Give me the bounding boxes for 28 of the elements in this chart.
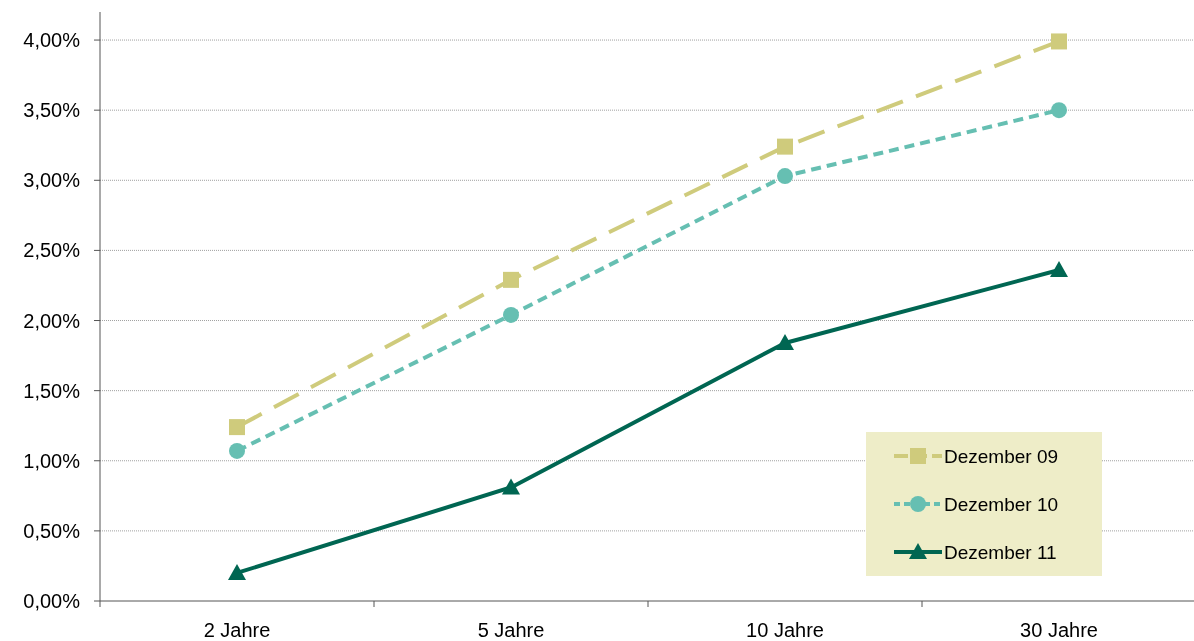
point [228, 563, 246, 580]
y-tick-label: 1,50% [23, 379, 81, 402]
x-tick-label: 5 Jahre [477, 619, 545, 641]
y-tick-label: 3,00% [23, 169, 81, 192]
y-tick-label: 2,00% [23, 309, 81, 332]
x-tick-label: 2 Jahre [203, 619, 271, 641]
x-tick-label: 30 Jahre [1020, 619, 1098, 641]
y-tick-label: 0,50% [23, 519, 81, 542]
point [1051, 33, 1067, 50]
point [1050, 261, 1068, 278]
y-tick-label: 4,00% [23, 29, 81, 52]
point [229, 442, 245, 459]
y-tick-label: 1,00% [23, 449, 81, 472]
point [777, 138, 793, 155]
y-tick-label: 3,50% [23, 99, 81, 122]
legend-label: Dezember 11 [944, 541, 1057, 563]
y-tick-label: 2,50% [23, 239, 81, 262]
point [503, 306, 519, 323]
point [1051, 102, 1067, 119]
point [503, 271, 519, 288]
point [502, 478, 520, 495]
x-tick-label: 10 Jahre [746, 619, 824, 641]
point [229, 419, 245, 436]
legend-label: Dezember 10 [944, 493, 1059, 515]
point [777, 168, 793, 185]
y-tick-label: 0,00% [23, 590, 81, 612]
legend-label: Dezember 09 [944, 445, 1059, 467]
point [776, 333, 794, 350]
